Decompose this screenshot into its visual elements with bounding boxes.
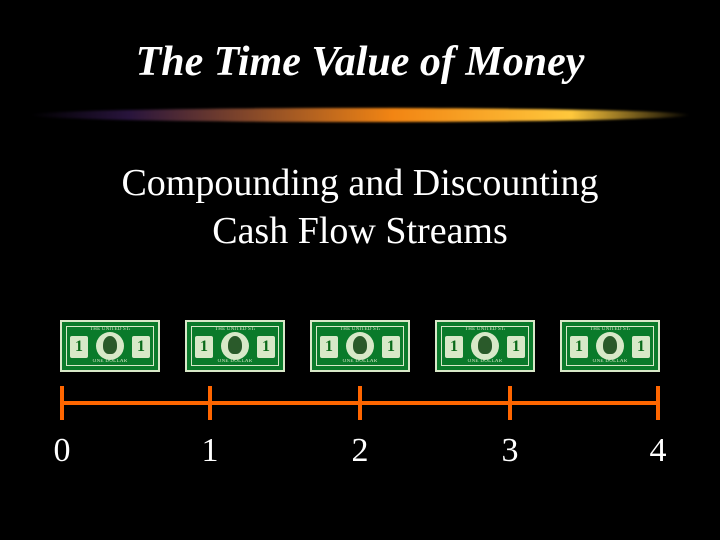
timeline-axis xyxy=(60,378,660,428)
dollar-bill-row: THE UNITED STATES OF AMERICA 1 1 ONE DOL… xyxy=(60,320,660,375)
bill-bottom-text: ONE DOLLAR xyxy=(590,359,630,365)
tick-label-3: 3 xyxy=(502,432,519,470)
title-underline-glow xyxy=(30,108,690,122)
dollar-bill-icon: THE UNITED STATES OF AMERICA 1 1 ONE DOL… xyxy=(60,320,160,372)
tick-label-1: 1 xyxy=(202,432,219,470)
bill-denom-right: 1 xyxy=(257,336,275,358)
bill-bottom-text: ONE DOLLAR xyxy=(215,359,255,365)
timeline-labels: 0 1 2 3 4 xyxy=(60,432,660,482)
bill-portrait xyxy=(96,332,124,360)
bill-portrait xyxy=(346,332,374,360)
bill-bottom-text: ONE DOLLAR xyxy=(465,359,505,365)
bill-denom-left: 1 xyxy=(570,336,588,358)
slide-subtitle: Compounding and Discounting Cash Flow St… xyxy=(0,160,720,255)
bill-denom-right: 1 xyxy=(632,336,650,358)
tick-label-4: 4 xyxy=(650,432,667,470)
bill-portrait xyxy=(596,332,624,360)
bill-denom-left: 1 xyxy=(445,336,463,358)
subtitle-line-2: Cash Flow Streams xyxy=(212,210,508,252)
dollar-bill-icon: THE UNITED STATES OF AMERICA 1 1 ONE DOL… xyxy=(310,320,410,372)
dollar-bill-icon: THE UNITED STATES OF AMERICA 1 1 ONE DOL… xyxy=(185,320,285,372)
dollar-bill-icon: THE UNITED STATES OF AMERICA 1 1 ONE DOL… xyxy=(435,320,535,372)
bill-denom-right: 1 xyxy=(382,336,400,358)
tick-label-0: 0 xyxy=(54,432,71,470)
bill-denom-right: 1 xyxy=(132,336,150,358)
bill-bottom-text: ONE DOLLAR xyxy=(340,359,380,365)
bill-portrait xyxy=(221,332,249,360)
bill-denom-left: 1 xyxy=(195,336,213,358)
slide: The Time Value of Money Compounding and … xyxy=(0,0,720,540)
subtitle-line-1: Compounding and Discounting xyxy=(121,162,598,204)
bill-bottom-text: ONE DOLLAR xyxy=(90,359,130,365)
bill-denom-right: 1 xyxy=(507,336,525,358)
timeline-diagram: THE UNITED STATES OF AMERICA 1 1 ONE DOL… xyxy=(60,320,660,490)
bill-portrait xyxy=(471,332,499,360)
bill-denom-left: 1 xyxy=(320,336,338,358)
tick-label-2: 2 xyxy=(352,432,369,470)
bill-denom-left: 1 xyxy=(70,336,88,358)
slide-title: The Time Value of Money xyxy=(0,38,720,86)
dollar-bill-icon: THE UNITED STATES OF AMERICA 1 1 ONE DOL… xyxy=(560,320,660,372)
